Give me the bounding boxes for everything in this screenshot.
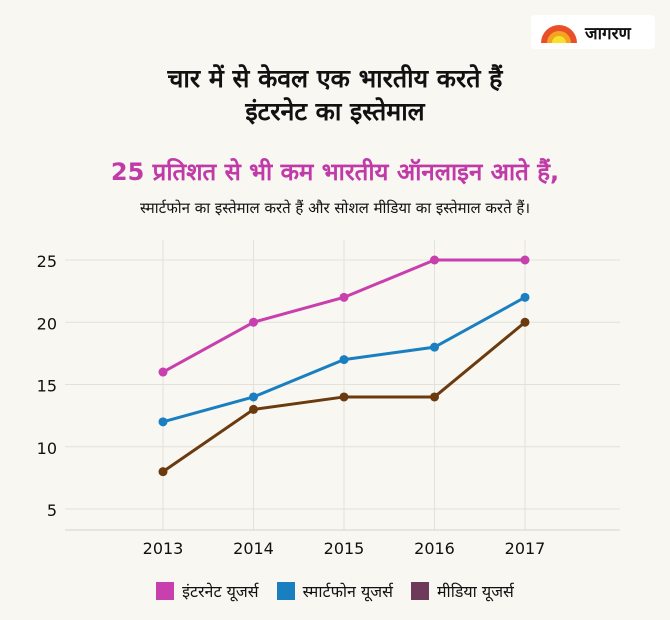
legend: इंटरनेट यूजर्स स्मार्टफोन यूजर्स मीडिया यू… — [0, 580, 670, 602]
y-tick-label: 5 — [47, 501, 57, 520]
y-tick-label: 20 — [37, 314, 57, 333]
y-tick-label: 25 — [37, 252, 57, 271]
legend-label: इंटरनेट यूजर्स — [182, 582, 259, 601]
y-tick-label: 10 — [37, 439, 57, 458]
legend-item: मीडिया यूजर्स — [410, 580, 514, 602]
data-point — [520, 317, 530, 327]
sun-logo-icon — [541, 25, 577, 43]
data-point — [339, 292, 349, 302]
x-tick-label: 2015 — [324, 539, 365, 558]
data-point — [249, 317, 258, 327]
data-point — [158, 417, 168, 427]
legend-swatch — [410, 582, 429, 600]
data-point — [520, 292, 530, 302]
x-tick-label: 2016 — [414, 539, 455, 558]
legend-item: इंटरनेट यूजर्स — [156, 580, 259, 602]
title-line-2: इंटरनेट का इस्तेमाल — [245, 97, 425, 126]
subtitle-2: स्मार्टफोन का इस्तेमाल करते हैं और सोशल … — [139, 199, 531, 217]
x-tick-label: 2014 — [233, 539, 274, 558]
legend-swatch — [276, 582, 295, 600]
legend-label: स्मार्टफोन यूजर्स — [302, 582, 393, 601]
subtitle: 25 प्रतिशत से भी कम भारतीय ऑनलाइन आते है… — [110, 158, 560, 186]
legend-label: मीडिया यूजर्स — [436, 582, 514, 601]
legend-swatch — [156, 582, 175, 600]
jagran-logo: जागरण — [531, 15, 655, 49]
data-point — [339, 392, 349, 402]
legend-item: स्मार्टफोन यूजर्स — [276, 580, 393, 602]
data-point — [249, 392, 258, 402]
data-point — [430, 255, 439, 265]
data-point — [249, 404, 258, 414]
logo-text: जागरण — [585, 23, 631, 44]
data-point — [158, 467, 168, 477]
y-tick-label: 15 — [37, 377, 57, 396]
data-point — [158, 367, 168, 377]
title-line-1: चार में से केवल एक भारतीय करते हैं — [167, 64, 503, 93]
x-tick-label: 2017 — [505, 539, 546, 558]
data-point — [430, 342, 439, 352]
x-tick-label: 2013 — [143, 539, 184, 558]
page-title: चार में से केवल एक भारतीय करते हैं इंटरन… — [0, 62, 670, 128]
data-point — [339, 355, 349, 365]
data-point — [430, 392, 439, 402]
data-point — [520, 255, 530, 265]
